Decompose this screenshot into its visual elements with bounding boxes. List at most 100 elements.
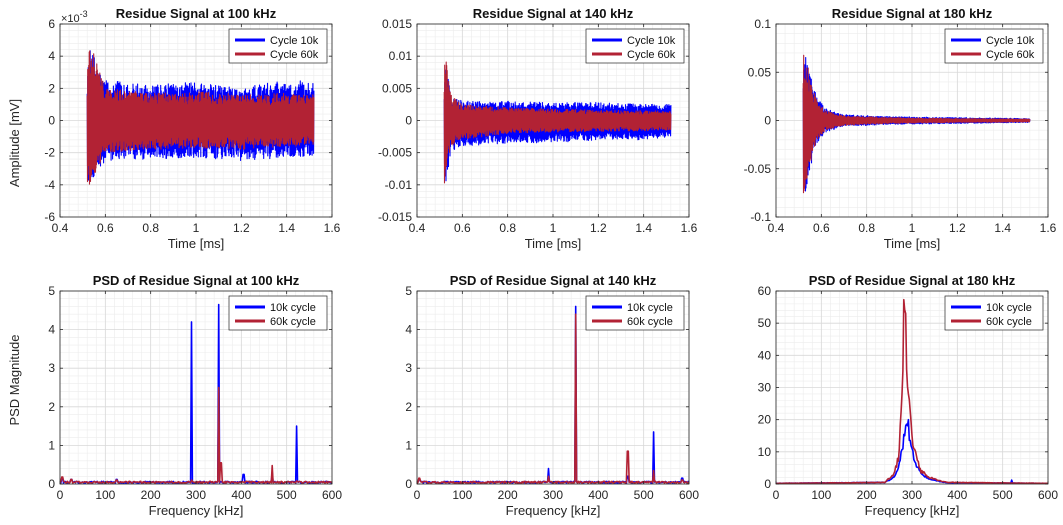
y-tick-label: 0.1 [754, 17, 771, 31]
x-tick-label: 500 [277, 488, 297, 502]
y-tick-label: 2 [48, 81, 55, 95]
x-tick-label: 1.6 [1040, 221, 1057, 235]
y-tick-label: 60 [758, 284, 772, 298]
x-tick-label: 1 [909, 221, 916, 235]
y-tick-label: 0 [405, 477, 412, 491]
y-tick-label: 2 [48, 400, 55, 414]
y-tick-label: 30 [758, 381, 772, 395]
series-group [86, 50, 315, 185]
series-group [802, 54, 1031, 194]
chart-panel-6: 0 100 200 300 400 500 600 0 10 20 30 40 50 60 PSD of R… [758, 273, 1059, 518]
x-tick-label: 400 [588, 488, 608, 502]
y-tick-label: 0 [405, 114, 412, 128]
x-tick-label: 0 [414, 488, 421, 502]
legend: Cycle 10k Cycle 60k [228, 28, 328, 64]
y-tick-label: -2 [44, 146, 55, 160]
x-tick-label: 1.6 [324, 221, 341, 235]
x-tick-label: 1.4 [635, 221, 652, 235]
x-tick-label: 200 [141, 488, 161, 502]
chart-title: PSD of Residue Signal at 180 kHz [809, 273, 1016, 288]
x-tick-label: 0.6 [813, 221, 830, 235]
y-tick-label: 10 [758, 445, 772, 459]
y-tick-label: 3 [48, 361, 55, 375]
tick-marks [416, 23, 690, 218]
x-tick-label: 1.2 [949, 221, 966, 235]
y-tick-label: 0.015 [382, 17, 412, 31]
legend: 10k cycle 60k cycle [944, 295, 1044, 331]
x-axis-label: Frequency [kHz] [149, 503, 244, 518]
y-tick-label: 1 [405, 438, 412, 452]
chart-panel-3: 0.4 0.6 0.8 1 1.2 1.4 1.6 -0.1 -0.05 0 0.05 0.1 Resi… [744, 6, 1057, 251]
x-tick-label: 1.4 [278, 221, 295, 235]
tick-marks [775, 290, 1049, 485]
x-tick-label: 0.8 [142, 221, 159, 235]
x-tick-label: 0.8 [499, 221, 516, 235]
y-tick-label: 0.005 [382, 81, 412, 95]
x-tick-label: 1 [550, 221, 557, 235]
x-axis-label: Frequency [kHz] [865, 503, 960, 518]
y-tick-label: 5 [48, 284, 55, 298]
x-tick-label: 0.4 [52, 221, 69, 235]
legend-label: 10k cycle [270, 302, 316, 314]
legend-label: 10k cycle [627, 302, 673, 314]
legend-label: Cycle 10k [986, 35, 1035, 47]
chart-title: PSD of Residue Signal at 140 kHz [450, 273, 657, 288]
x-axis-label: Frequency [kHz] [506, 503, 601, 518]
y-tick-label: -0.015 [378, 210, 412, 224]
y-tick-label: 0 [764, 114, 771, 128]
y-tick-label: 0.05 [748, 65, 772, 79]
ylabel-top: Amplitude [mV] [7, 99, 22, 187]
series-line-b [443, 61, 672, 184]
x-tick-label: 0.4 [768, 221, 785, 235]
x-axis-label: Time [ms] [168, 236, 225, 251]
tick-marks [59, 290, 333, 485]
x-tick-label: 300 [186, 488, 206, 502]
y-tick-label: 0 [48, 114, 55, 128]
x-tick-label: 1.4 [994, 221, 1011, 235]
legend-label: Cycle 60k [270, 49, 319, 61]
y-tick-label: -0.1 [750, 210, 771, 224]
x-tick-label: 100 [95, 488, 115, 502]
chart-panel-4: 0 100 200 300 400 500 600 0 1 2 3 4 5 PSD of Residue … [48, 273, 342, 518]
x-tick-label: 300 [543, 488, 563, 502]
y-tick-label: 4 [48, 49, 55, 63]
x-tick-label: 1.2 [590, 221, 607, 235]
legend: 10k cycle 60k cycle [585, 295, 685, 331]
legend-label: Cycle 10k [627, 35, 676, 47]
y-tick-label: -0.005 [378, 146, 412, 160]
series-line-b [802, 54, 1031, 194]
chart-title: PSD of Residue Signal at 100 kHz [93, 273, 300, 288]
x-tick-label: 0 [773, 488, 780, 502]
x-tick-label: 200 [857, 488, 877, 502]
y-tick-label: 20 [758, 413, 772, 427]
y-tick-label: 40 [758, 348, 772, 362]
tick-marks [775, 23, 1049, 218]
y-tick-label: -0.05 [744, 162, 772, 176]
x-tick-label: 0 [57, 488, 64, 502]
x-axis-label: Time [ms] [525, 236, 582, 251]
x-tick-label: 1.6 [681, 221, 698, 235]
y-tick-label: 4 [405, 323, 412, 337]
x-axis-label: Time [ms] [884, 236, 941, 251]
legend: Cycle 10k Cycle 60k [585, 28, 685, 64]
x-tick-label: 0.6 [454, 221, 471, 235]
y-tick-label: 6 [48, 17, 55, 31]
y-tick-label: 3 [405, 361, 412, 375]
y-tick-label: 5 [405, 284, 412, 298]
y-tick-label: 4 [48, 323, 55, 337]
series-line-b [86, 50, 315, 185]
legend: Cycle 10k Cycle 60k [944, 28, 1044, 64]
x-tick-label: 500 [993, 488, 1013, 502]
x-tick-label: 0.6 [97, 221, 114, 235]
y-tick-label: 1 [48, 438, 55, 452]
x-tick-label: 0.8 [858, 221, 875, 235]
x-tick-label: 200 [498, 488, 518, 502]
chart-title: Residue Signal at 100 kHz [116, 6, 277, 21]
legend-label: 60k cycle [986, 316, 1032, 328]
legend-label: 60k cycle [627, 316, 673, 328]
x-tick-label: 600 [322, 488, 342, 502]
x-tick-label: 500 [634, 488, 654, 502]
x-tick-label: 1 [193, 221, 200, 235]
x-tick-label: 400 [947, 488, 967, 502]
